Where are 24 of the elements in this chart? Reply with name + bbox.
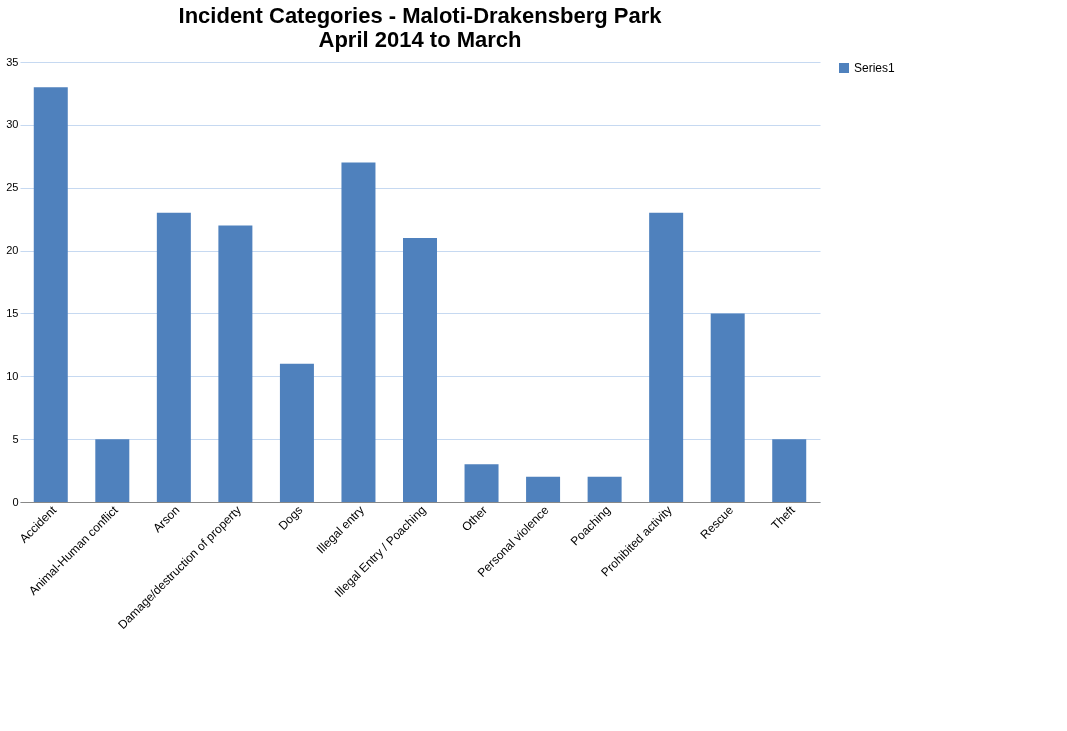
y-tick-label: 35 — [6, 55, 19, 68]
bar — [218, 225, 253, 502]
bar — [279, 363, 314, 502]
y-tick-label: 5 — [12, 432, 19, 445]
bar — [156, 212, 191, 502]
bar — [587, 476, 622, 502]
y-tick-label: 20 — [6, 244, 19, 257]
bar — [341, 162, 376, 502]
bar — [33, 87, 68, 502]
bar — [403, 238, 437, 502]
y-tick-label: 30 — [6, 118, 19, 131]
y-tick-label: 0 — [12, 495, 19, 508]
y-tick-label: 10 — [6, 369, 19, 382]
bar — [772, 439, 807, 502]
bar — [526, 476, 561, 502]
y-tick-label: 25 — [6, 181, 19, 194]
text: Incident Categories - Maloti-Drakensberg Park — [178, 3, 662, 28]
y-tick-label: 15 — [6, 306, 19, 319]
bar — [649, 212, 684, 502]
bar — [95, 439, 130, 502]
text: April 2014 to March — [318, 27, 522, 52]
bar — [464, 464, 499, 502]
legend-label: Series1 — [854, 61, 896, 75]
bar — [710, 313, 745, 502]
